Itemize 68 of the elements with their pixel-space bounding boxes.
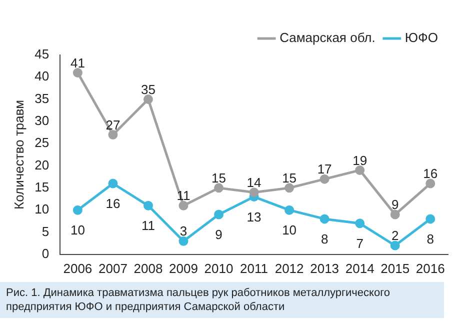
point [72,205,82,215]
x-tick-label: 2007 [98,260,128,276]
point [390,240,400,250]
x-tick-label: 2006 [63,260,92,276]
data-label: 41 [70,55,85,70]
data-label: 2 [391,228,399,244]
point [108,178,118,188]
y-axis-title: Количество травм [11,100,26,210]
point [355,218,365,228]
data-label: 35 [140,82,156,97]
y-tick-label: 40 [34,68,50,84]
point [249,188,259,198]
y-tick-label: 15 [34,180,50,195]
point [355,165,365,175]
point [214,183,224,193]
point [426,178,436,188]
data-label: 27 [106,117,120,132]
x-tick-label: 2008 [134,260,163,276]
data-label: 11 [176,188,190,204]
y-tick-label: 30 [34,113,50,128]
x-tick-label: 2010 [204,260,234,276]
text: Рис. 1. Динамика травматизма пальцев рук работников металлургического предприятия ЮФО и предприятия Самарской области [0,282,444,318]
x-tick-label: 2015 [380,260,410,276]
point [320,214,330,224]
data-label: 9 [215,227,222,242]
y-tick-label: 0 [42,246,50,261]
x-tick-label: 2011 [240,260,268,276]
data-label: 3 [180,224,188,239]
data-label: 17 [317,162,332,177]
point [178,236,188,246]
data-label: 15 [212,170,226,186]
point [178,200,188,210]
point [143,200,153,210]
y-tick-label: 10 [34,202,50,217]
point [426,214,436,224]
x-tick-label: 2013 [310,260,340,276]
y-tick-label: 5 [42,224,50,239]
data-label: 15 [282,170,297,186]
data-label: 10 [282,222,297,238]
point [72,68,82,78]
point [390,210,400,220]
point [284,183,294,193]
point [284,205,294,215]
data-label: 7 [356,236,364,251]
x-tick-label: 2014 [345,260,374,276]
y-tick-label: 35 [34,90,50,106]
data-label: 14 [246,174,262,190]
data-label: 9 [391,197,399,212]
x-tick-label: 2016 [416,260,445,276]
data-label: 8 [426,232,434,247]
y-tick-label: 20 [34,157,50,172]
data-label: 13 [246,209,262,224]
legend-label: ЮФО [404,30,438,46]
y-tick-label: 25 [34,135,50,150]
point [320,174,330,184]
data-label: 16 [423,166,438,182]
x-tick-label: 2012 [274,260,304,276]
legend-label: Самарская обл. [280,30,376,46]
data-label: 8 [320,232,328,247]
point [108,130,118,140]
data-label: 11 [141,218,155,234]
data-label: 16 [106,196,120,212]
y-tick-label: 45 [34,46,50,62]
x-tick-label: 2009 [169,260,198,276]
data-label: 19 [352,152,368,168]
point [214,210,224,220]
point [143,94,153,104]
data-label: 10 [70,222,85,238]
